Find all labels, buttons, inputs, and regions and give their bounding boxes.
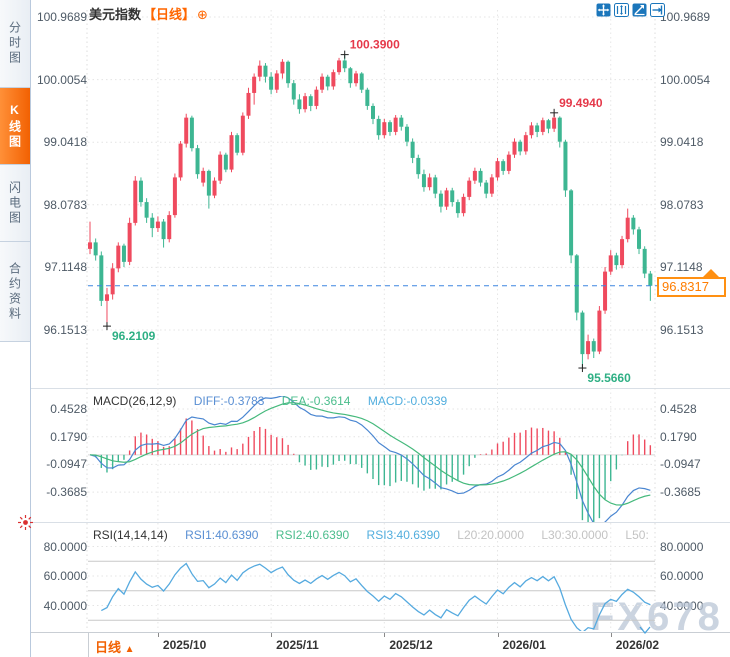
axis-label: 99.0418	[660, 135, 704, 150]
price-up-arrow-icon	[703, 268, 719, 277]
rsi-header: RSI(14,14,14) RSI1:40.6390 RSI2:40.6390 …	[93, 528, 663, 542]
rsi-params: RSI(14,14,14)	[93, 528, 168, 542]
rsi2-value: RSI2:40.6390	[275, 528, 350, 542]
main-macd-divider	[31, 388, 730, 389]
axis-label: 96.1513	[43, 322, 87, 337]
trend-line-icon[interactable]	[632, 3, 647, 17]
axis-label: 80.0000	[43, 539, 87, 554]
macd-rsi-divider	[31, 522, 730, 523]
rsi-l30-level: L30:30.0000	[541, 528, 609, 542]
price-annotation: 95.5660	[587, 371, 631, 385]
date-label: 2026/01	[502, 638, 546, 652]
macd-header: MACD(26,12,9) DIFF:-0.3783 DEA:-0.3614 M…	[93, 394, 461, 408]
annotations-layer: 100.3900 99.4940 96.2109 95.5660	[102, 38, 631, 385]
bottom-bar-border	[31, 632, 730, 633]
axis-label: 60.0000	[660, 569, 704, 583]
axis-label: 96.1513	[660, 322, 704, 337]
date-label: 2025/10	[162, 638, 207, 652]
axis-label: -0.0947	[46, 457, 87, 472]
macd-dea-value: DEA:-0.3614	[281, 394, 351, 408]
axis-label: 100.9689	[36, 10, 87, 24]
date-tick	[271, 633, 273, 637]
period-tag: 【日线】	[143, 7, 196, 22]
axis-label: -0.3685	[46, 485, 87, 500]
bottom-bar-divider	[88, 633, 89, 657]
axis-label: 100.9689	[660, 10, 711, 24]
date-label: 2026/02	[615, 638, 660, 652]
sidebar-tab-kline-chart[interactable]: K线图	[0, 88, 30, 165]
rsi3-value: RSI3:40.6390	[366, 528, 440, 542]
macd-value: MACD:-0.0339	[367, 394, 448, 408]
price-annotation: 96.2109	[112, 329, 156, 343]
axis-label: 98.0783	[43, 197, 87, 212]
axis-label: 80.0000	[660, 539, 704, 554]
price-annotation: 99.4940	[559, 96, 603, 110]
axis-label: 97.1148	[44, 260, 88, 275]
sidebar-tab-contract-info[interactable]: 合约资料	[0, 242, 30, 342]
axis-label: 99.0418	[43, 135, 87, 150]
axis-label: 98.0783	[660, 197, 704, 212]
rsi-l20-level: L20:20.0000	[457, 528, 524, 542]
axis-label: 40.0000	[43, 598, 87, 613]
axis-label: 40.0000	[660, 598, 704, 613]
date-tick	[384, 633, 386, 637]
symbol-name: 美元指数	[89, 7, 142, 22]
live-indicator-icon[interactable]	[17, 514, 34, 531]
date-label: 2025/12	[389, 638, 433, 652]
sidebar: 分时图 K线图 闪电图 合约资料	[0, 0, 31, 657]
axis-label: 0.1790	[660, 429, 697, 444]
latest-bar-pointer-icon	[639, 626, 651, 635]
period-selector[interactable]: 日线 ▲	[95, 637, 135, 656]
sidebar-tab-lightning-chart[interactable]: 闪电图	[0, 165, 30, 242]
period-selector-label: 日线	[95, 640, 122, 655]
price-annotation: 100.3900	[350, 38, 400, 52]
current-price-tag: 96.8317	[657, 276, 726, 297]
date-label: 2025/11	[276, 638, 319, 652]
axis-label: 97.1148	[660, 260, 703, 275]
rsi1-value: RSI1:40.6390	[185, 528, 259, 542]
macd-layer	[88, 396, 655, 522]
macd-params: MACD(26,12,9)	[93, 394, 177, 408]
date-tick	[610, 633, 612, 637]
axis-label: 0.4528	[660, 402, 697, 416]
candles-layer	[88, 54, 653, 369]
chart-toolbar	[596, 3, 665, 17]
bottom-bar: 日线 ▲ 2025/10 2025/11 2025/12 2026/01 2026/02	[31, 633, 730, 657]
rsi-layer	[101, 562, 651, 631]
axis-label: 100.0054	[660, 72, 711, 87]
sidebar-tab-time-chart[interactable]: 分时图	[0, 0, 30, 88]
axis-label: 0.4528	[50, 402, 87, 416]
axis-label: 0.1790	[50, 429, 87, 444]
add-indicator-icon[interactable]: ⊕	[197, 7, 208, 22]
axis-label: -0.0947	[660, 457, 701, 472]
chart-title: 美元指数 【日线】 ⊕	[89, 4, 208, 23]
gridlines-layer	[86, 10, 656, 631]
period-dropdown-arrow-icon: ▲	[124, 644, 135, 655]
axis-label: -0.3685	[660, 485, 701, 500]
axis-label: 100.0054	[36, 72, 87, 87]
date-tick	[157, 633, 159, 637]
fit-vertical-icon[interactable]	[614, 3, 629, 17]
date-tick	[497, 633, 499, 637]
pan-right-icon[interactable]	[650, 3, 665, 17]
macd-diff-value: DIFF:-0.3783	[193, 394, 265, 408]
axis-label: 60.0000	[43, 569, 87, 583]
rsi-l50-level: L50:	[625, 528, 649, 542]
move-icon[interactable]	[596, 3, 611, 17]
